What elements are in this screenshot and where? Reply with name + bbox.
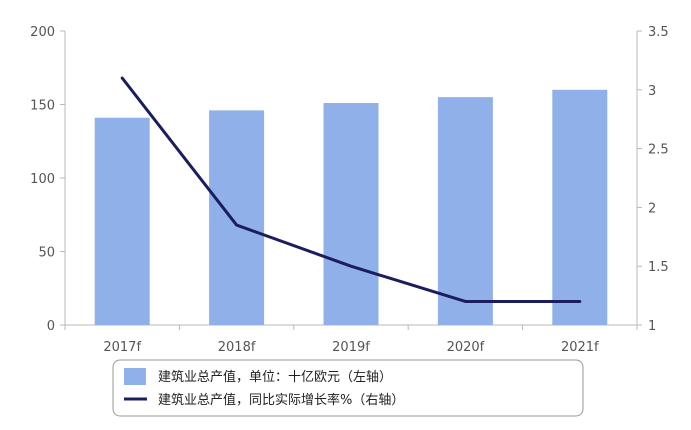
bar-series bbox=[94, 89, 608, 326]
left-tick-label: 150 bbox=[30, 99, 55, 114]
x-tick-label: 2020f bbox=[447, 340, 485, 355]
x-tick-label: 2021f bbox=[561, 340, 599, 355]
right-tick-label: 1.5 bbox=[648, 260, 669, 275]
legend-swatch-bar bbox=[124, 368, 146, 385]
right-tick-label: 2.5 bbox=[648, 143, 669, 158]
left-tick-label: 50 bbox=[38, 246, 55, 261]
bar bbox=[209, 110, 265, 325]
bar bbox=[552, 89, 608, 325]
right-tick-label: 2 bbox=[648, 201, 656, 216]
legend-label-line: 建筑业总产值，同比实际增长率%（右轴） bbox=[158, 392, 404, 408]
left-tick-label: 100 bbox=[30, 172, 55, 187]
series-line bbox=[120, 76, 582, 303]
bar bbox=[94, 117, 150, 325]
x-tick-label: 2018f bbox=[218, 340, 256, 355]
x-tick-label: 2019f bbox=[332, 340, 370, 355]
right-tick-label: 3.5 bbox=[648, 25, 669, 40]
right-tick-label: 3 bbox=[648, 84, 656, 99]
right-tick-label: 1 bbox=[648, 319, 656, 334]
x-tick-label: 2017f bbox=[103, 340, 141, 355]
legend-label-bar: 建筑业总产值，单位：十亿欧元（左轴） bbox=[158, 369, 392, 385]
bar bbox=[323, 103, 379, 325]
legend: 建筑业总产值，单位：十亿欧元（左轴） 建筑业总产值，同比实际增长率%（右轴） bbox=[112, 359, 584, 417]
left-tick-label: 200 bbox=[30, 25, 55, 40]
legend-box bbox=[112, 359, 584, 417]
axes: 0 50 100 150 200 1 1.5 2 2.5 3 3.5 2017f 2018f 2019f 2… bbox=[30, 25, 669, 355]
line-series bbox=[120, 76, 582, 303]
left-tick-label: 0 bbox=[47, 319, 55, 334]
bar bbox=[437, 97, 493, 326]
